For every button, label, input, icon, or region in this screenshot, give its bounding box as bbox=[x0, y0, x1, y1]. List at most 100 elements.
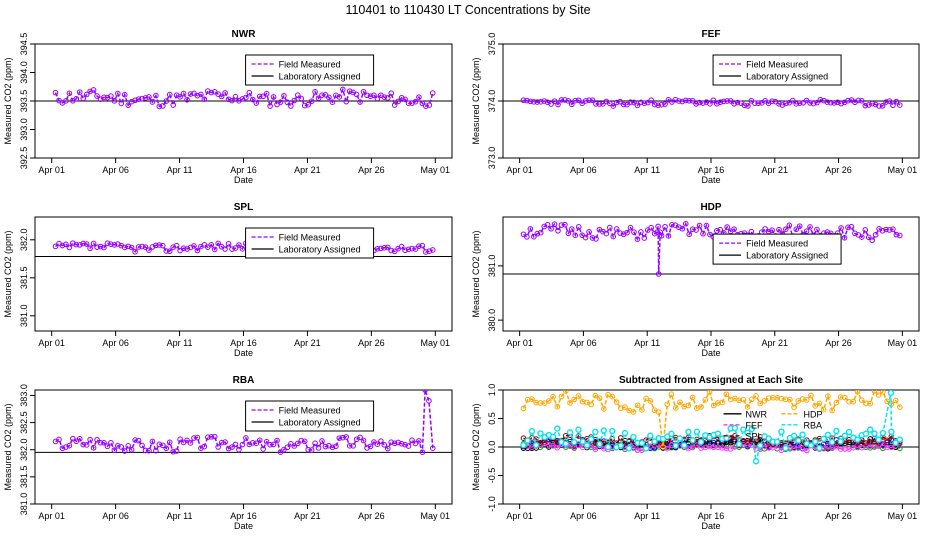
x-tick-label: Apr 01 bbox=[38, 511, 65, 521]
field-measured-point bbox=[329, 444, 336, 451]
field-measured-point bbox=[135, 437, 142, 444]
field-measured-point bbox=[184, 96, 190, 103]
x-tick-label: Apr 21 bbox=[294, 165, 321, 175]
field-measured-point bbox=[125, 443, 131, 449]
field-measured-point bbox=[160, 242, 166, 249]
field-measured-point bbox=[817, 96, 824, 103]
series-hdp-point bbox=[854, 390, 861, 395]
plot-frame bbox=[34, 216, 453, 332]
field-measured-point bbox=[312, 440, 318, 447]
field-measured-point bbox=[350, 443, 356, 449]
field-measured-point bbox=[128, 98, 135, 105]
field-measured-point bbox=[187, 440, 194, 446]
field-measured-point bbox=[101, 244, 107, 251]
field-measured-point bbox=[139, 243, 145, 250]
field-measured-point bbox=[163, 248, 170, 254]
legend-label-fef: FEF bbox=[745, 420, 763, 430]
field-measured-point bbox=[717, 99, 724, 106]
field-measured-point bbox=[731, 226, 737, 232]
x-tick-label: Apr 11 bbox=[167, 165, 193, 175]
series-hdp-point bbox=[609, 393, 616, 400]
field-measured-point bbox=[693, 101, 699, 107]
field-measured-point bbox=[364, 92, 370, 99]
field-measured-point bbox=[260, 93, 266, 100]
field-measured-point bbox=[682, 220, 689, 227]
x-tick-label: Apr 01 bbox=[506, 511, 533, 521]
field-measured-point bbox=[142, 447, 149, 454]
series-fef-point bbox=[575, 442, 582, 449]
field-measured-point bbox=[253, 100, 260, 106]
field-measured-point bbox=[520, 97, 527, 104]
field-measured-point bbox=[135, 244, 142, 250]
field-measured-point bbox=[634, 236, 641, 242]
field-measured-point bbox=[679, 98, 686, 105]
field-measured-point bbox=[676, 98, 682, 104]
field-measured-point bbox=[402, 247, 408, 254]
x-tick-label: Apr 16 bbox=[698, 165, 725, 175]
field-measured-point bbox=[339, 86, 346, 93]
field-measured-point bbox=[395, 98, 401, 105]
field-measured-point bbox=[66, 90, 73, 97]
field-measured-point bbox=[243, 435, 249, 441]
legend-lab-label: Laboratory Assigned bbox=[746, 72, 828, 82]
series-rba-point bbox=[752, 458, 760, 465]
series-rba-point bbox=[824, 431, 832, 439]
field-measured-point bbox=[755, 100, 762, 107]
series-fef-point bbox=[803, 447, 810, 454]
field-measured-point bbox=[654, 229, 660, 235]
series-rba-point bbox=[862, 430, 870, 437]
field-measured-point bbox=[52, 243, 59, 250]
field-measured-point bbox=[707, 101, 713, 107]
field-measured-point bbox=[589, 97, 596, 103]
field-measured-point bbox=[326, 94, 332, 101]
x-tick-label: Apr 11 bbox=[634, 165, 660, 175]
field-measured-point bbox=[606, 224, 613, 231]
y-tick-label: 392.5 bbox=[19, 147, 29, 170]
field-measured-point bbox=[662, 223, 668, 230]
series-rba-point bbox=[579, 438, 586, 445]
x-tick-label: May 01 bbox=[888, 338, 918, 348]
field-measured-point bbox=[274, 437, 280, 444]
panel-rba: RBA Apr 01 Apr 06 Apr 11 Apr 16 Apr 21 Apr 26 M… bbox=[3, 375, 453, 531]
field-measured-point bbox=[378, 245, 384, 252]
plot-content bbox=[503, 96, 919, 109]
x-tick-label: Apr 01 bbox=[38, 165, 65, 175]
field-measured-point bbox=[59, 242, 66, 249]
y-tick-label: 381.5 bbox=[19, 466, 29, 489]
field-measured-point bbox=[814, 226, 820, 233]
field-measured-point bbox=[239, 96, 246, 102]
series-hdp-point bbox=[634, 402, 641, 409]
field-measured-point bbox=[83, 91, 90, 98]
field-measured-point bbox=[655, 102, 661, 109]
series-spl-point bbox=[753, 438, 759, 445]
field-measured-point bbox=[156, 441, 163, 448]
field-measured-point bbox=[416, 243, 422, 249]
series-hdp-point bbox=[622, 404, 628, 410]
field-measured-point bbox=[897, 232, 903, 239]
field-measured-point bbox=[322, 92, 329, 98]
field-measured-point bbox=[412, 246, 419, 252]
field-measured-point bbox=[208, 89, 215, 96]
field-measured-point bbox=[243, 94, 249, 101]
series-fef-point bbox=[791, 445, 797, 451]
field-measured-point bbox=[405, 246, 412, 253]
series-hdp-point bbox=[706, 390, 713, 395]
field-measured-point bbox=[229, 246, 235, 252]
x-tick-label: Apr 26 bbox=[358, 511, 385, 521]
series-fef-point bbox=[550, 442, 556, 449]
field-measured-point bbox=[246, 89, 253, 96]
y-axis-label: Measured CO2 (ppm) bbox=[471, 403, 481, 490]
series-rba-point bbox=[820, 435, 827, 443]
field-measured-point bbox=[128, 446, 135, 453]
field-measured-point bbox=[676, 224, 682, 231]
series-hdp-point bbox=[541, 400, 548, 406]
series-rba-point bbox=[740, 426, 747, 433]
series-rba-point bbox=[887, 390, 895, 397]
field-measured-point bbox=[762, 226, 768, 232]
series-rba-point bbox=[735, 440, 743, 448]
panel-title: HDP bbox=[700, 202, 721, 213]
field-measured-point bbox=[322, 443, 329, 450]
field-measured-point bbox=[658, 232, 665, 239]
field-measured-point bbox=[256, 437, 263, 444]
series-rba-point bbox=[689, 437, 696, 444]
